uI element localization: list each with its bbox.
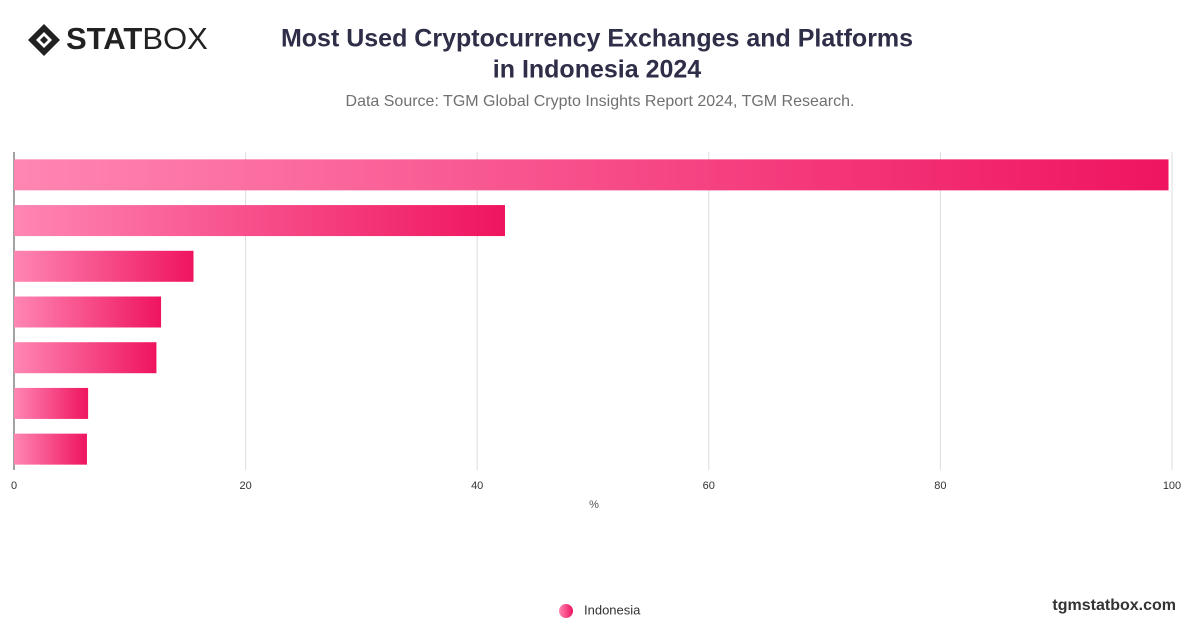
bar <box>14 250 194 282</box>
logo-light: BOX <box>142 21 208 56</box>
bar <box>14 387 89 419</box>
chart-title: Most Used Cryptocurrency Exchanges and P… <box>281 25 913 53</box>
bar <box>14 205 505 237</box>
x-tick-label: 100 <box>1163 480 1181 492</box>
x-tick-label: 0 <box>11 480 17 492</box>
bar <box>14 433 87 465</box>
x-tick-label: 20 <box>239 480 251 492</box>
legend-label: Indonesia <box>584 602 641 617</box>
bar <box>14 159 1169 191</box>
chart-subtitle: Data Source: TGM Global Crypto Insights … <box>346 93 855 110</box>
x-tick-label: 40 <box>471 480 483 492</box>
bar <box>14 296 162 328</box>
legend-marker <box>559 604 573 618</box>
site-url: tgmstatbox.com <box>1052 597 1176 614</box>
x-axis-label: % <box>589 499 599 511</box>
chart-title: in Indonesia 2024 <box>493 56 702 84</box>
x-tick-label: 60 <box>703 480 715 492</box>
logo-bold: STAT <box>66 21 142 56</box>
bar <box>14 342 157 374</box>
logo: STATBOX <box>28 21 208 56</box>
x-tick-label: 80 <box>934 480 946 492</box>
logo-text: STATBOX <box>66 21 208 56</box>
